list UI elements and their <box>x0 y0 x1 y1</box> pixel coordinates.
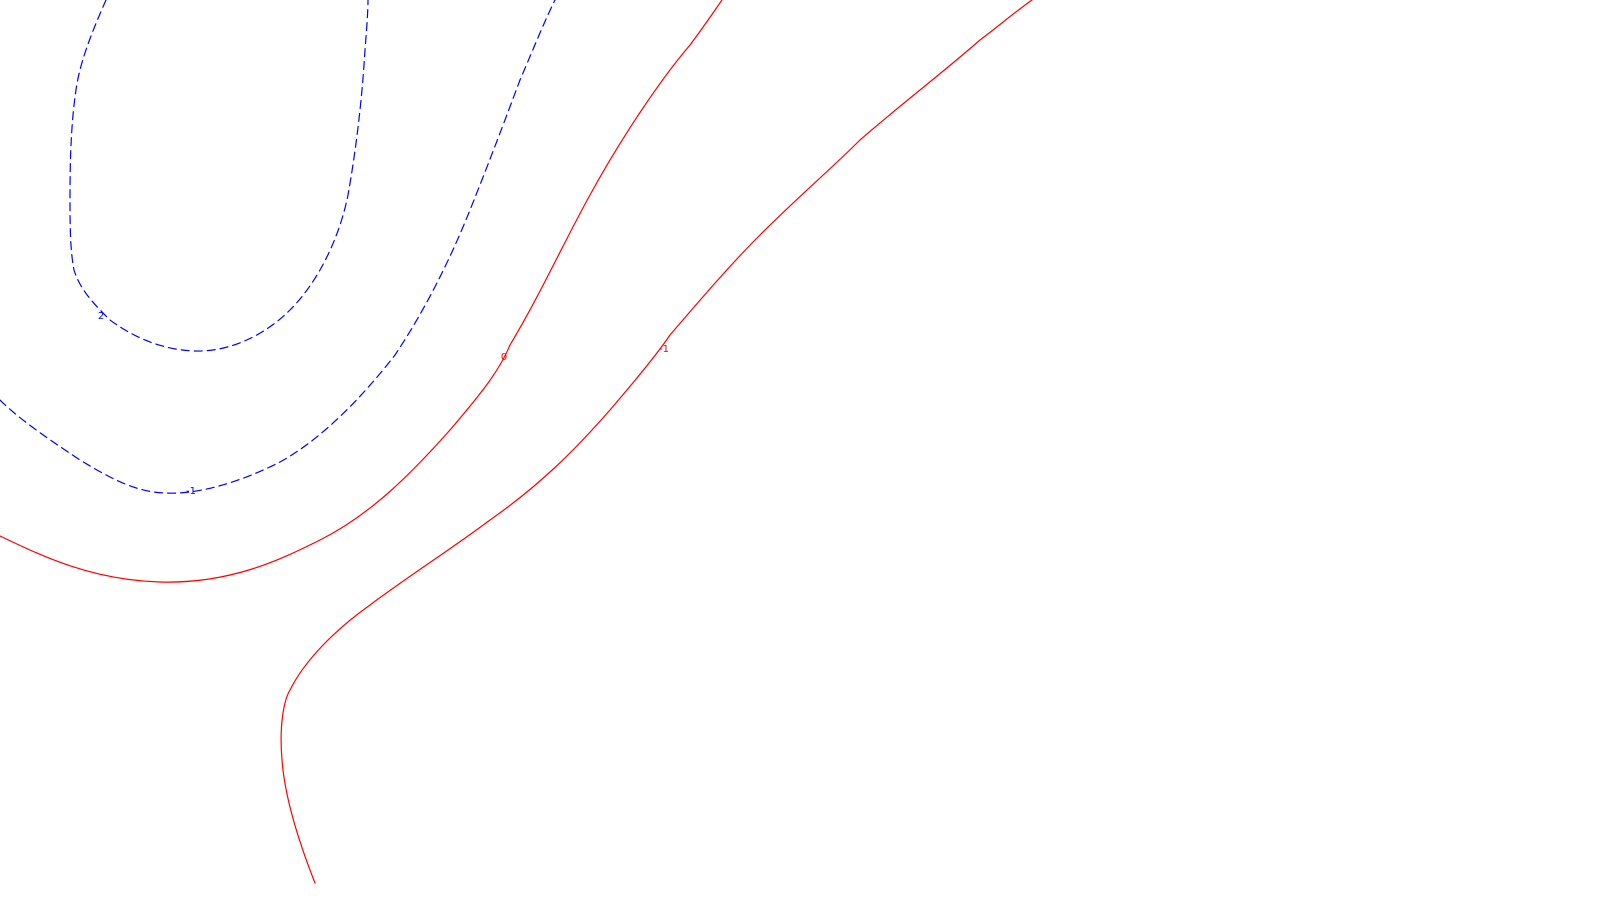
contour-label-0: 0 <box>501 352 507 363</box>
contour-line-blue-outer <box>0 0 556 494</box>
contour-label-neg1-red: -1 <box>659 344 669 355</box>
contour-label-neg1-blue: -1 <box>186 486 196 497</box>
contour-line-red-zero <box>0 0 723 583</box>
contour-line-red-neg1 <box>280 0 1033 884</box>
contour-line-blue-inner <box>69 0 369 352</box>
contour-label-2: 2 <box>98 311 104 322</box>
